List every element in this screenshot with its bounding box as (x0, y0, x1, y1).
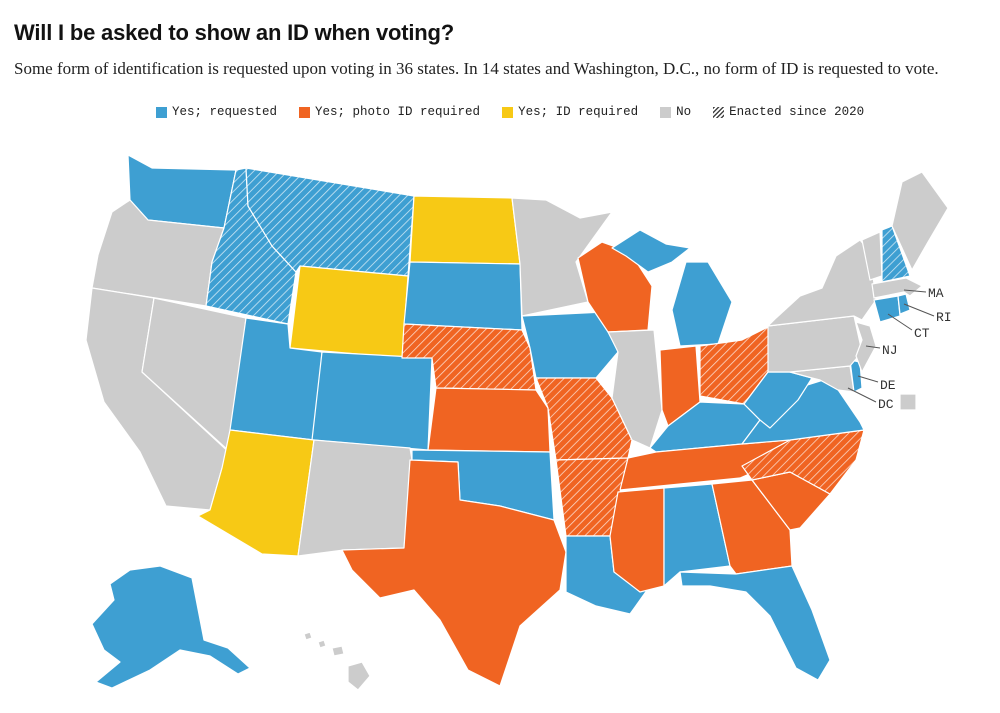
leader-ct (887, 313, 913, 331)
state-NJ[interactable] (855, 321, 877, 373)
state-ME[interactable] (891, 171, 949, 271)
state-WI[interactable] (577, 241, 653, 333)
state-AL[interactable] (663, 483, 731, 587)
legend-swatch-requested (156, 106, 167, 118)
legend-label-no: No (676, 105, 692, 119)
legend-item-no: No (660, 105, 691, 119)
state-NH[interactable] (881, 225, 911, 283)
state-HI[interactable] (303, 631, 371, 691)
legend-label-id-required: Yes; ID required (518, 105, 639, 119)
leader-nj (865, 345, 881, 349)
legend-swatch-no (660, 106, 672, 118)
legend-label-photo-id: Yes; photo ID required (315, 105, 481, 119)
label-ct: CT (914, 326, 930, 341)
legend: Yes; requested Yes; photo ID required Ye… (156, 105, 864, 119)
leader-de (857, 375, 879, 383)
state-KS[interactable] (427, 387, 551, 453)
leader-ma (903, 289, 927, 293)
state-MN[interactable] (511, 197, 613, 317)
state-NY[interactable] (767, 239, 877, 327)
state-CT[interactable] (873, 295, 901, 323)
state-FL[interactable] (679, 565, 831, 681)
label-nj: NJ (882, 343, 898, 358)
label-de: DE (880, 378, 896, 393)
state-DE[interactable] (849, 359, 863, 393)
map-subtitle: Some form of identification is requested… (14, 59, 939, 78)
state-AK[interactable] (91, 565, 251, 689)
state-SD[interactable] (403, 261, 523, 331)
legend-item-photo-id: Yes; photo ID required (299, 105, 480, 119)
label-dc: DC (878, 397, 894, 412)
state-DC[interactable] (899, 393, 917, 411)
legend-item-enacted: Enacted since 2020 (713, 105, 864, 119)
leader-ri (903, 303, 935, 317)
label-ri: RI (936, 310, 952, 325)
state-TX[interactable] (341, 459, 567, 687)
legend-item-requested: Yes; requested (156, 105, 277, 119)
state-NM[interactable] (297, 439, 413, 557)
state-WY[interactable] (289, 265, 409, 359)
state-MA[interactable] (871, 277, 923, 299)
state-IL[interactable] (607, 329, 663, 449)
legend-swatch-id-required (502, 106, 514, 118)
legend-label-enacted: Enacted since 2020 (729, 105, 865, 119)
state-CO[interactable] (311, 351, 433, 451)
legend-label-requested: Yes; requested (172, 105, 278, 119)
legend-swatch-photo-id (299, 106, 311, 118)
label-ma: MA (928, 286, 944, 301)
state-MO[interactable] (535, 377, 633, 461)
leader-dc (847, 387, 877, 403)
map-title: Will I be asked to show an ID when votin… (14, 20, 455, 45)
legend-swatch-hatch (713, 106, 725, 118)
legend-item-id-required: Yes; ID required (502, 105, 638, 119)
state-ND[interactable] (409, 195, 521, 265)
